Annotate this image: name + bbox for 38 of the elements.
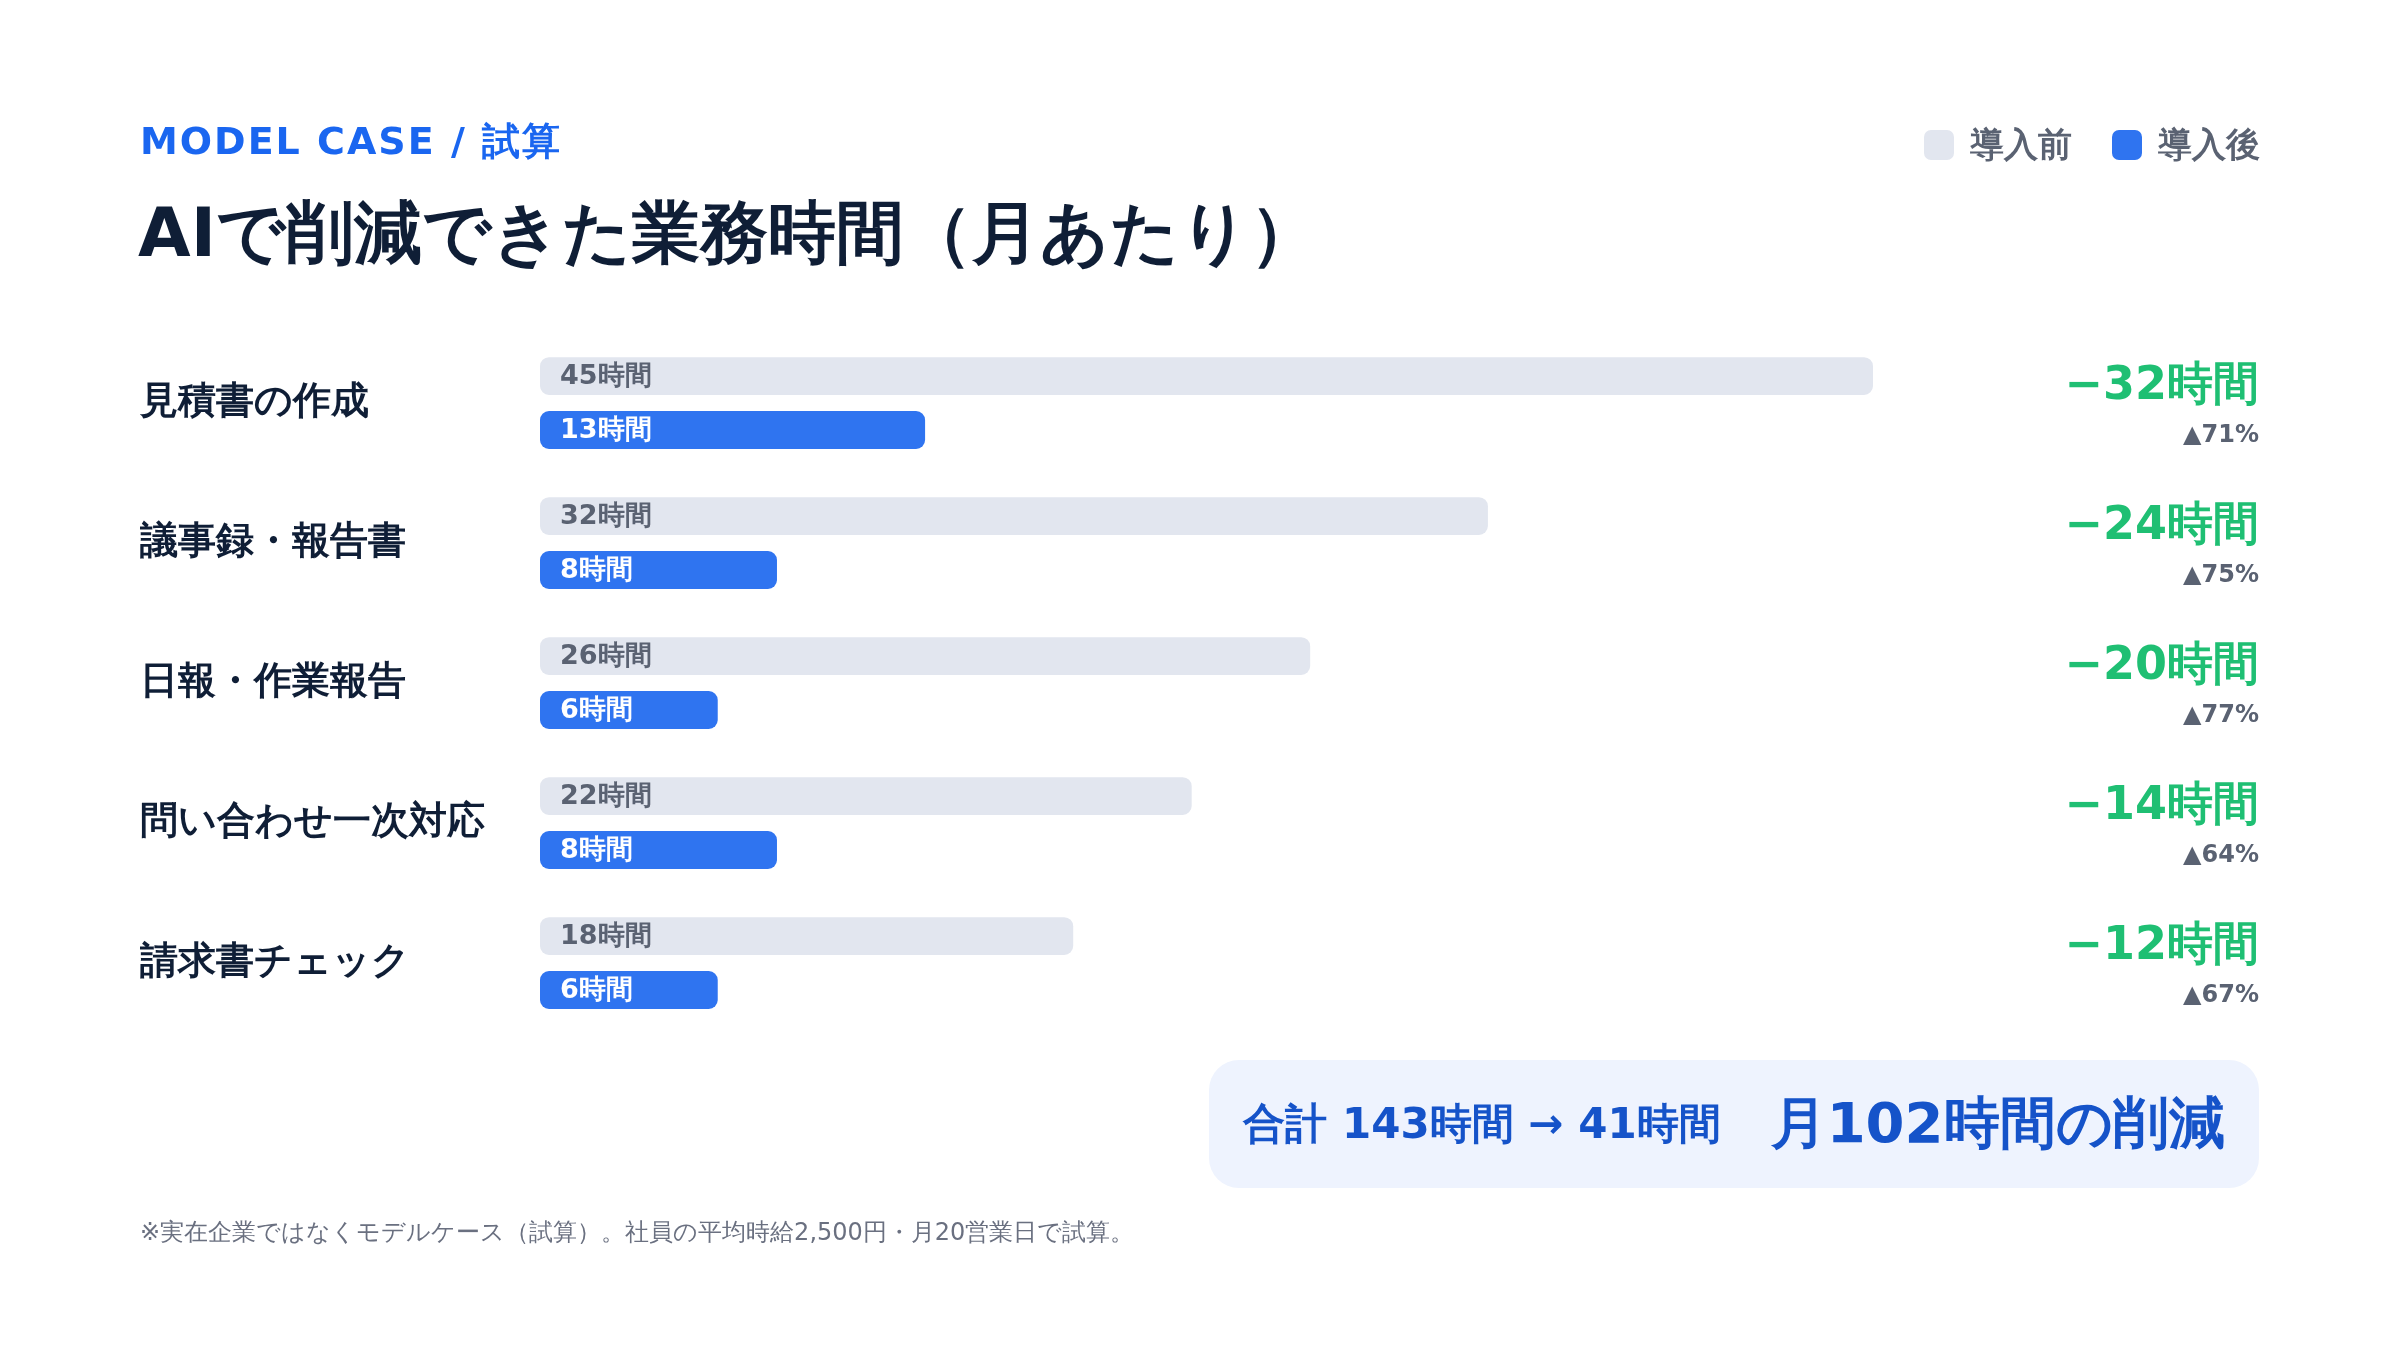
y-tick-label: 議事録・報告書 xyxy=(139,517,406,562)
text: ▲75% xyxy=(2183,560,2259,589)
data-label: 22時間 xyxy=(560,779,652,811)
chart-subtitle: MODEL CASE / 試算 xyxy=(140,118,563,165)
y-tick-label: 日報・作業報告 xyxy=(140,657,406,702)
data-label: 32時間 xyxy=(560,499,652,531)
y-tick-label: 見積書の作成 xyxy=(139,377,369,422)
data-label: 8時間 xyxy=(560,553,633,584)
data-label: 45時間 xyxy=(560,359,652,391)
data-label: 26時間 xyxy=(560,639,652,671)
data-label: 18時間 xyxy=(560,919,652,951)
text: ▲77% xyxy=(2183,700,2259,729)
bar xyxy=(540,411,926,449)
text: ▲67% xyxy=(2183,980,2259,1009)
text: −24時間 xyxy=(2064,495,2259,550)
chart-title: AIで削減できた業務時間（月あたり） xyxy=(138,192,1318,274)
text: −12時間 xyxy=(2064,915,2259,970)
bar xyxy=(540,917,1074,955)
text: ▲64% xyxy=(2183,840,2259,869)
y-tick-label: 請求書チェック xyxy=(139,937,410,982)
y-tick-label: 問い合わせ一次対応 xyxy=(140,797,485,842)
text: −20時間 xyxy=(2064,635,2259,690)
legend-label: 導入後 xyxy=(2158,124,2260,164)
text: −14時間 xyxy=(2064,775,2259,830)
text: 合計 143時間 → 41時間 xyxy=(1243,1098,1721,1150)
text: 月102時間の削減 xyxy=(1770,1089,2225,1157)
data-label: 13時間 xyxy=(560,413,652,444)
text: ※実在企業ではなくモデルケース（試算）。社員の平均時給2,500円・月20営業日で試算。 xyxy=(140,1217,1135,1248)
legend-label: 導入前 xyxy=(1970,124,2072,164)
text: ▲71% xyxy=(2183,420,2259,449)
bar xyxy=(540,777,1192,815)
data-label: 6時間 xyxy=(560,973,633,1004)
bar xyxy=(540,497,1488,535)
text: −32時間 xyxy=(2064,355,2259,410)
bar xyxy=(540,637,1311,675)
data-label: 6時間 xyxy=(560,693,633,724)
data-label: 8時間 xyxy=(560,833,633,864)
bar xyxy=(540,357,1873,395)
